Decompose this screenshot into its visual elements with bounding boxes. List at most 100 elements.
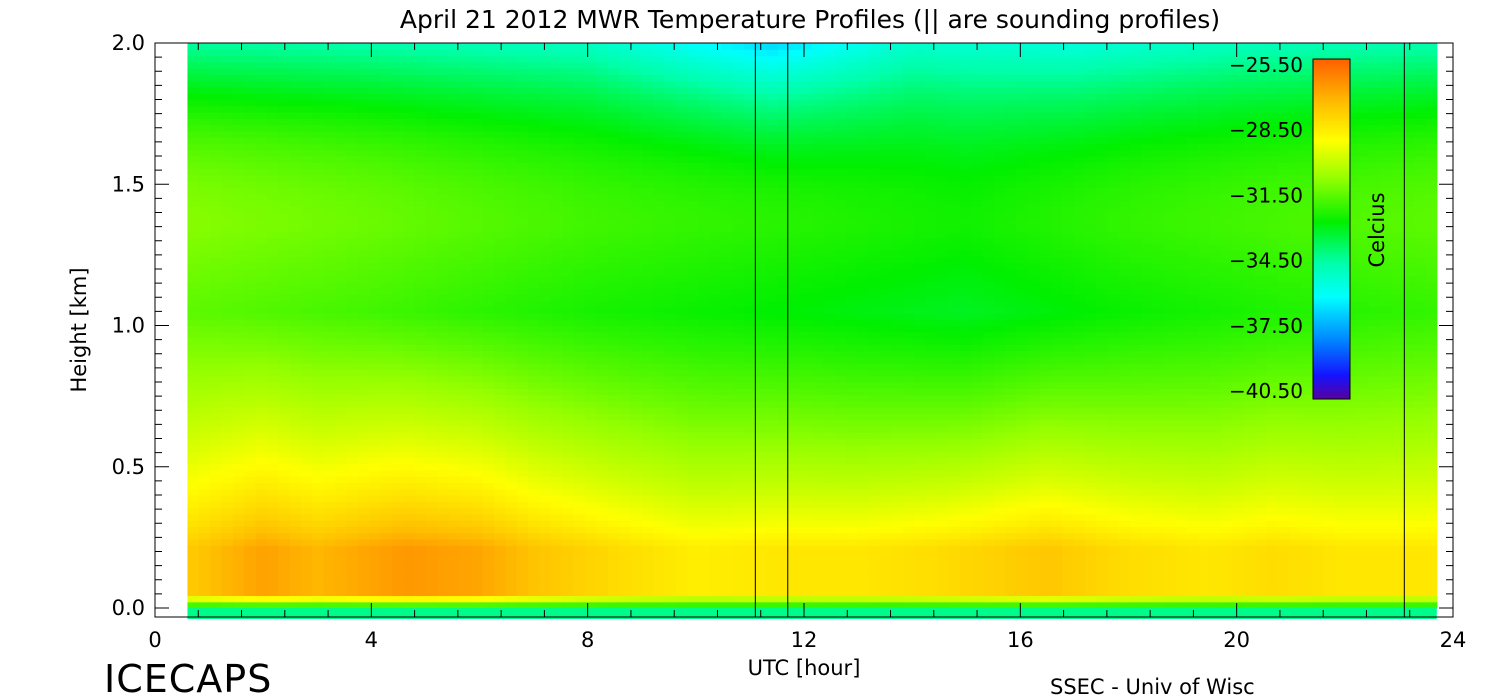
heatmap-cell xyxy=(244,287,257,295)
heatmap-cell xyxy=(789,199,802,207)
heatmap-cell xyxy=(778,43,790,50)
heatmap-cell xyxy=(505,520,518,527)
heatmap-cell xyxy=(664,513,677,521)
heatmap-cell xyxy=(778,137,790,145)
heatmap-cell xyxy=(550,325,563,333)
heatmap-cell xyxy=(573,582,586,590)
heatmap-cell xyxy=(573,576,586,584)
heatmap-cell xyxy=(357,118,370,126)
heatmap-cell xyxy=(232,74,245,82)
heatmap-cell xyxy=(641,319,654,327)
heatmap-cell xyxy=(403,451,416,458)
heatmap-cell xyxy=(755,356,768,364)
heatmap-cell xyxy=(471,338,484,345)
heatmap-cell xyxy=(743,269,756,276)
heatmap-cell xyxy=(721,294,734,301)
heatmap-cell xyxy=(301,400,313,408)
heatmap-cell xyxy=(357,469,370,477)
heatmap-cell xyxy=(380,306,393,314)
heatmap-cell xyxy=(221,225,234,232)
heatmap-cell xyxy=(210,476,223,484)
heatmap-cell xyxy=(778,61,790,69)
heatmap-cell xyxy=(391,243,404,251)
heatmap-cell xyxy=(789,149,802,157)
heatmap-cell xyxy=(335,570,348,578)
heatmap-cell xyxy=(505,231,518,239)
heatmap-cell xyxy=(596,49,609,57)
heatmap-cell xyxy=(346,413,359,421)
heatmap-cell xyxy=(312,68,325,75)
heatmap-cell xyxy=(494,80,507,88)
heatmap-cell xyxy=(266,413,279,421)
heatmap-cell xyxy=(607,294,620,301)
heatmap-cell xyxy=(596,193,609,201)
heatmap-cell xyxy=(573,438,586,446)
heatmap-cell xyxy=(664,99,677,107)
heatmap-cell xyxy=(755,564,768,571)
heatmap-cell xyxy=(573,482,586,490)
heatmap-cell xyxy=(789,80,802,88)
heatmap-cell xyxy=(732,300,745,308)
heatmap-cell xyxy=(528,451,541,458)
heatmap-cell xyxy=(391,331,404,339)
heatmap-cell xyxy=(494,557,507,565)
heatmap-cell xyxy=(448,118,461,126)
heatmap-cell xyxy=(323,312,336,320)
heatmap-cell xyxy=(471,99,484,107)
heatmap-cell xyxy=(766,312,779,320)
heatmap-cell xyxy=(766,137,779,145)
heatmap-cell xyxy=(743,413,756,421)
heatmap-cell xyxy=(505,507,518,515)
heatmap-cell xyxy=(800,545,813,553)
heatmap-cell xyxy=(584,338,597,345)
heatmap-cell xyxy=(596,570,609,578)
heatmap-cell xyxy=(266,243,279,251)
heatmap-cell xyxy=(573,488,586,496)
heatmap-cell xyxy=(369,532,382,540)
heatmap-cell xyxy=(198,225,211,232)
heatmap-cell xyxy=(244,319,257,327)
heatmap-cell xyxy=(244,482,257,490)
heatmap-cell xyxy=(619,275,631,283)
heatmap-cell xyxy=(244,538,257,546)
heatmap-cell xyxy=(289,476,302,484)
heatmap-cell xyxy=(596,394,609,402)
heatmap-cell xyxy=(709,212,722,220)
heatmap-cell xyxy=(664,507,677,515)
heatmap-cell xyxy=(743,143,756,151)
heatmap-cell xyxy=(687,482,700,490)
heatmap-cell xyxy=(210,400,223,408)
heatmap-cell xyxy=(380,149,393,157)
heatmap-cell xyxy=(562,250,575,258)
heatmap-cell xyxy=(391,137,404,145)
heatmap-cell xyxy=(323,105,336,113)
heatmap-cell xyxy=(573,55,586,63)
heatmap-cell xyxy=(550,407,563,414)
heatmap-cell xyxy=(516,124,529,132)
heatmap-cell xyxy=(664,425,677,433)
heatmap-cell xyxy=(187,463,200,471)
heatmap-cell xyxy=(619,256,631,264)
heatmap-cell xyxy=(425,382,438,389)
heatmap-cell xyxy=(301,218,313,226)
heatmap-cell xyxy=(732,545,745,553)
heatmap-cell xyxy=(562,300,575,308)
heatmap-cell xyxy=(266,557,279,565)
heatmap-cell xyxy=(653,457,666,465)
heatmap-cell xyxy=(755,520,768,527)
heatmap-cell xyxy=(312,338,325,345)
heatmap-cell xyxy=(562,595,575,603)
heatmap-cell xyxy=(494,444,507,452)
heatmap-cell xyxy=(244,218,257,226)
heatmap-cell xyxy=(414,294,427,301)
heatmap-cell xyxy=(357,55,370,63)
heatmap-cell xyxy=(198,564,211,571)
heatmap-cell xyxy=(778,451,790,458)
heatmap-cell xyxy=(698,338,711,345)
heatmap-cell xyxy=(584,419,597,427)
heatmap-cell xyxy=(301,55,313,63)
heatmap-cell xyxy=(471,218,484,226)
heatmap-cell xyxy=(675,495,688,502)
heatmap-cell xyxy=(460,382,472,389)
heatmap-cell xyxy=(425,425,438,433)
